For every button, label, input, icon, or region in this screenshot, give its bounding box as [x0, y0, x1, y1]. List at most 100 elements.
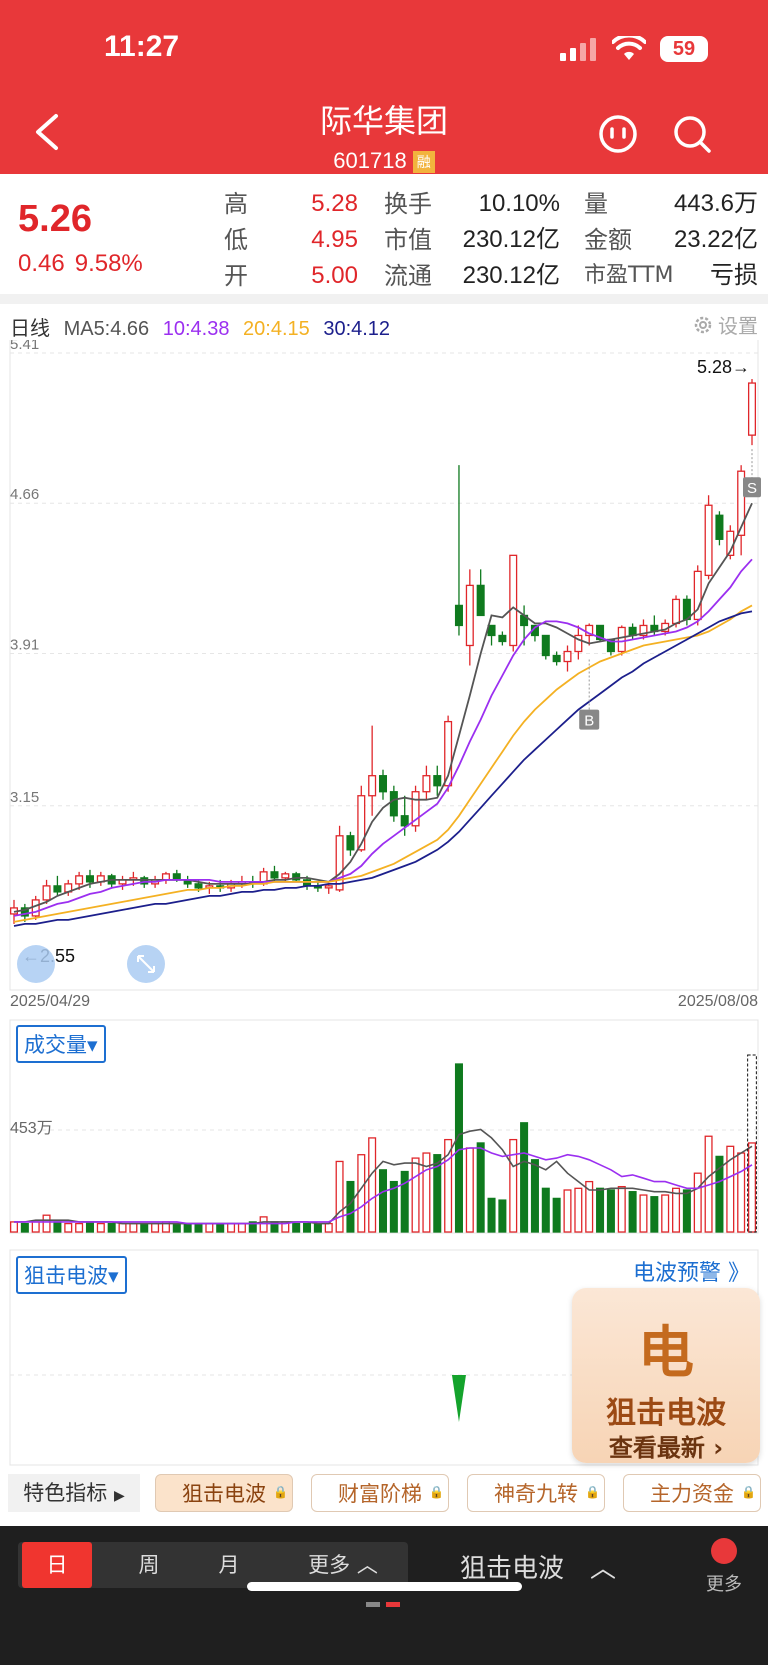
volume-bar [715, 1155, 724, 1233]
candle [704, 504, 713, 577]
quote-value: 亏损 [710, 262, 758, 289]
quote-row-high: 高 5.28 [224, 186, 358, 222]
volume-bar [433, 1154, 442, 1233]
quote-row-mktcap: 市值 230.12亿 [384, 222, 560, 258]
volume-bar [172, 1222, 181, 1233]
tab-label: 狙击电波 [182, 1482, 266, 1506]
candle [552, 654, 561, 663]
volume-bar [237, 1222, 246, 1233]
volume-bar [324, 1222, 333, 1233]
volume-bar [9, 1221, 19, 1233]
candlestick-chart[interactable]: 5.414.663.913.155.28→←2.55BS [0, 340, 768, 1470]
candle [389, 791, 398, 817]
quote-value: 5.00 [311, 262, 358, 289]
volume-bar [682, 1189, 691, 1233]
volume-bar [617, 1185, 626, 1233]
volume-bar [606, 1189, 615, 1233]
tab-label: 神奇九转 [494, 1482, 578, 1506]
candle [465, 584, 474, 647]
candle [292, 873, 301, 881]
volume-bar [216, 1222, 225, 1233]
candle [747, 382, 757, 436]
volume-ma_b-line [14, 1147, 753, 1225]
search-icon[interactable] [672, 114, 712, 154]
chat-icon[interactable] [598, 114, 638, 154]
volume-bar [520, 1122, 529, 1233]
quote-row-turnover: 换手 10.10% [384, 186, 560, 222]
lock-icon: 🔒 [741, 1485, 756, 1499]
back-icon[interactable] [30, 112, 64, 152]
ma20-line [13, 604, 753, 923]
tab-main-funds[interactable]: 主力资金 🔒 [623, 1474, 761, 1512]
period-selector: 日 周 月 更多 ︿ [18, 1542, 408, 1588]
home-indicator [247, 1582, 522, 1591]
wave-alert-link[interactable]: 电波预警 》 [633, 1261, 750, 1286]
ma-legend: 日线 MA5:4.66 10:4.38 20:4.15 30:4.12 [10, 312, 398, 341]
sell-marker-label: S [747, 480, 757, 497]
sell-marker [743, 477, 761, 498]
candle [346, 835, 355, 851]
volume-indicator-select[interactable]: 成交量▾ [16, 1025, 106, 1063]
wave-signal-marker [451, 1375, 466, 1422]
sub-indicator-select[interactable]: 狙击电波▾ [16, 1256, 127, 1294]
ma5-label: MA5:4.66 [63, 318, 150, 340]
battery-indicator: 59 [660, 36, 708, 62]
volume-bar [487, 1197, 496, 1233]
more-button[interactable]: 更多 [706, 1538, 742, 1596]
period-more-label: 更多 [308, 1553, 351, 1577]
period-week[interactable]: 周 [138, 1553, 160, 1577]
volume-bar [96, 1222, 105, 1233]
chevron-up-icon: ︿ [356, 1553, 378, 1577]
candle [378, 775, 388, 793]
quote-panel: 5.26 0.46 9.58% 高 5.28 低 4.95 开 5.00 换手 10.10… [0, 174, 768, 294]
candle [617, 626, 626, 653]
quote-row-float: 流通 230.12亿 [384, 258, 560, 294]
period-month[interactable]: 月 [218, 1553, 240, 1577]
quote-value: 10.10% [478, 190, 560, 217]
volume-bar [368, 1137, 377, 1233]
candle [400, 815, 409, 827]
wifi-icon [612, 36, 646, 60]
volume-bar [248, 1221, 257, 1233]
current-indicator[interactable]: 狙击电波 ︿ [460, 1548, 616, 1585]
stock-title: 际华集团 601718 融 [0, 96, 768, 174]
candle [324, 885, 333, 889]
quote-label: 开 [224, 262, 248, 290]
ma10-line [13, 558, 753, 917]
period-more[interactable]: 更多 ︿ [288, 1542, 398, 1588]
candle [411, 791, 420, 827]
period-day[interactable]: 日 [22, 1542, 92, 1588]
volume-bar [530, 1159, 539, 1233]
candle [75, 875, 84, 885]
quote-row-volume: 量 443.6万 [584, 186, 758, 222]
feature-label: 特色指标 [23, 1481, 108, 1505]
volume-bar [357, 1154, 366, 1233]
candle [509, 554, 518, 647]
volume-bar [205, 1222, 214, 1233]
feature-indicator-button[interactable]: 特色指标 ▶ [8, 1474, 140, 1512]
expand-arrows-icon [137, 955, 155, 973]
quote-col-2: 换手 10.10% 市值 230.12亿 流通 230.12亿 [384, 186, 560, 294]
promo-card[interactable]: 电 狙击电波 查看最新 › [572, 1288, 760, 1463]
ma5-line [13, 502, 753, 913]
quote-label: 高 [224, 190, 248, 218]
volume-bar [53, 1221, 62, 1233]
candle [487, 624, 496, 637]
candle [303, 879, 312, 887]
tab-wealth-ladder[interactable]: 财富阶梯 🔒 [311, 1474, 449, 1512]
sub-indicator-label: 狙击电波 [24, 1264, 108, 1288]
lightning-icon: 电 [638, 1321, 694, 1386]
quote-row-amount: 金额 23.22亿 [584, 222, 758, 258]
candle [672, 598, 681, 625]
tab-magic-nine[interactable]: 神奇九转 🔒 [467, 1474, 605, 1512]
tab-sniper-wave[interactable]: 狙击电波 🔒 [155, 1474, 293, 1512]
volume-bar [465, 1147, 474, 1233]
candle [31, 899, 40, 917]
signal-icon [560, 38, 596, 61]
candle [498, 634, 507, 643]
stock-name: 际华集团 [319, 102, 448, 140]
candle [585, 624, 594, 637]
volume-ma_a-line [14, 1128, 753, 1225]
gear-icon [694, 316, 712, 333]
settings-button[interactable]: 设置 [692, 310, 758, 339]
